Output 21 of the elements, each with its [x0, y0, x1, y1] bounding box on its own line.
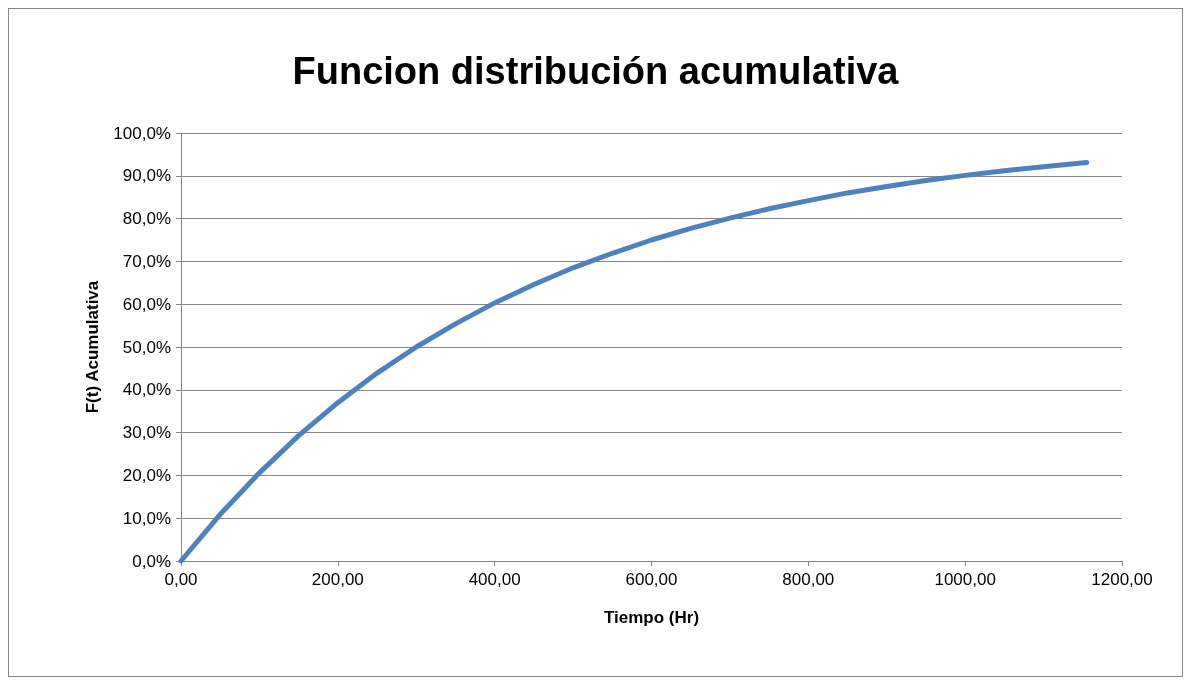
x-tick-label: 1000,00 — [934, 570, 996, 589]
x-tick-label: 600,00 — [625, 570, 678, 589]
x-tick-label: 800,00 — [782, 570, 835, 589]
y-axis-title: F(t) Acumulativa — [83, 280, 102, 414]
x-tick-label: 0,00 — [164, 570, 198, 589]
y-tick-label: 40,0% — [122, 380, 171, 400]
x-tick-label: 1200,00 — [1091, 570, 1153, 589]
x-tick-label: 200,00 — [311, 570, 364, 589]
y-tick-label: 100,0% — [113, 123, 171, 143]
y-tick-label: 80,0% — [122, 209, 171, 229]
y-tick-label: 50,0% — [122, 337, 171, 357]
y-tick-label: 10,0% — [122, 508, 171, 528]
x-axis-title: Tiempo (Hr) — [603, 608, 700, 627]
y-tick-label: 0,0% — [132, 551, 171, 571]
y-tick-label: 20,0% — [122, 465, 171, 485]
x-tick-label: 400,00 — [468, 570, 521, 589]
chart-title: Funcion distribución acumulativa — [292, 50, 900, 92]
y-tick-label: 60,0% — [122, 294, 171, 314]
y-tick-label: 30,0% — [122, 423, 171, 443]
y-tick-label: 70,0% — [122, 251, 171, 271]
y-tick-label: 90,0% — [122, 166, 171, 186]
